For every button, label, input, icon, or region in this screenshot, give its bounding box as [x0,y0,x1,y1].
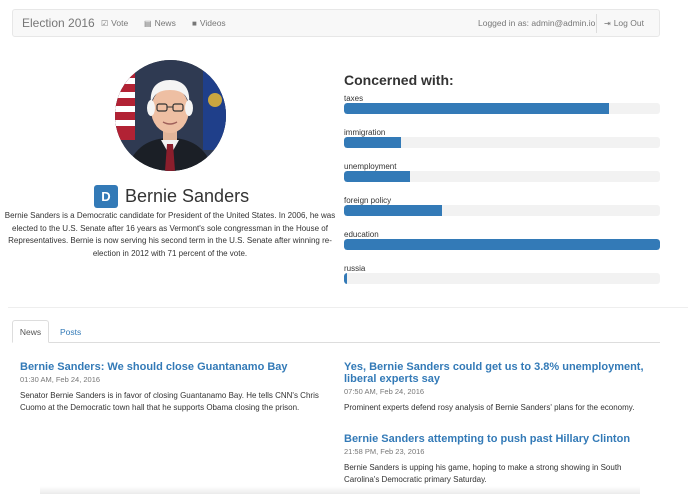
sign-out-icon: ⇥ [604,19,611,28]
issue-label: foreign policy [344,196,392,205]
issue-progress-bar [344,239,660,250]
article-title-link[interactable]: Yes, Bernie Sanders could get us to 3.8%… [344,361,644,385]
issue-progress-fill [344,137,401,148]
logged-in-text: Logged in as: admin@admin.io [478,18,596,28]
article-title-link[interactable]: Bernie Sanders attempting to push past H… [344,433,631,445]
issue-progress-bar [344,103,660,114]
newspaper-icon: ▤ [144,19,152,28]
nav-videos-link[interactable]: ■ Videos [192,18,226,28]
nav-videos-label: Videos [199,18,226,28]
issue-label: taxes [344,94,364,103]
checkbox-icon: ☑ [101,19,109,28]
issue-progress-bar [344,137,660,148]
issue-label: unemployment [344,162,397,171]
nav-vote-label: Vote [111,18,129,28]
nav-news-link[interactable]: ▤ News [144,18,176,28]
navbar-divider [596,14,597,33]
nav-news-label: News [154,18,176,28]
article-description: Bernie Sanders is upping his game, hopin… [344,463,622,484]
issue-label: russia [344,264,366,273]
concerns-title: Concerned with: [344,72,454,88]
candidate-avatar [115,60,226,171]
issue-progress-fill [344,273,348,284]
nav-vote-link[interactable]: ☑ Vote [101,18,128,28]
news-article: Yes, Bernie Sanders could get us to 3.8%… [344,361,660,414]
article-timestamp: 07:50 AM, Feb 24, 2016 [344,387,425,396]
bottom-shadow [40,486,640,494]
section-divider [8,307,688,308]
tab-posts[interactable]: Posts [60,327,82,337]
video-camera-icon: ■ [192,19,197,28]
article-title-link[interactable]: Bernie Sanders: We should close Guantana… [20,361,288,373]
article-timestamp: 01:30 AM, Feb 24, 2016 [20,375,101,384]
news-article: Bernie Sanders attempting to push past H… [344,433,644,486]
tabs-baseline [12,342,660,343]
news-article: Bernie Sanders: We should close Guantana… [20,361,320,414]
candidate-heading: D Bernie Sanders [94,184,249,208]
navbar: Election 2016 ☑ Vote ▤ News ■ Videos Logged… [12,9,660,37]
candidate-bio: Bernie Sanders is a Democratic candidate… [4,211,336,258]
article-description: Prominent experts defend rosy analysis o… [344,403,635,412]
issue-progress-bar [344,273,660,284]
issue-label: education [344,230,379,239]
issue-progress-fill [344,239,660,250]
candidate-name: Bernie Sanders [125,185,250,206]
candidate-portrait [115,60,226,171]
article-description: Senator Bernie Sanders is in favor of cl… [20,391,319,412]
issue-progress-bar [344,205,660,216]
issue-progress-bar [344,171,660,182]
issue-progress-fill [344,171,411,182]
logout-link[interactable]: ⇥ Log Out [604,18,644,28]
issue-progress-fill [344,205,442,216]
issue-progress-fill [344,103,610,114]
article-timestamp: 21:58 PM, Feb 23, 2016 [344,447,425,456]
tab-news[interactable]: News [12,320,49,343]
brand-link[interactable]: Election 2016 [22,16,95,30]
logout-label: Log Out [613,18,644,28]
issue-label: immigration [344,128,386,137]
party-badge: D [94,184,118,208]
